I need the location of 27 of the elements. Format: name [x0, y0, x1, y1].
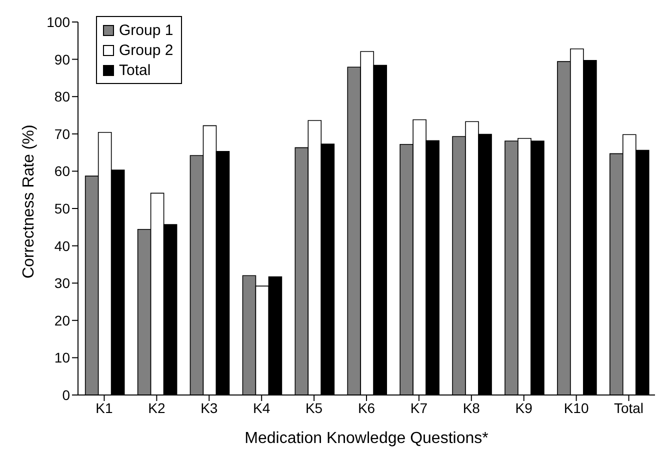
y-tick-label: 80 — [54, 88, 70, 105]
x-tick-label: K2 — [148, 400, 166, 416]
y-tick-label: 20 — [54, 312, 70, 328]
y-tick-label: 0 — [62, 386, 70, 403]
legend-label: Group 1 — [119, 22, 174, 38]
y-tick-label: 50 — [54, 200, 70, 216]
x-tick-label: K4 — [253, 400, 270, 416]
y-tick-label: 10 — [54, 350, 70, 366]
x-tick-label: K9 — [515, 400, 533, 416]
y-tick-label: 30 — [54, 275, 70, 292]
x-tick-label: K1 — [96, 400, 114, 416]
x-tick-label: K3 — [200, 400, 218, 416]
legend-label: Group 2 — [119, 42, 174, 58]
x-tick-label: K7 — [410, 400, 428, 416]
y-tick-label: 60 — [54, 163, 70, 180]
x-tick-label: Total — [614, 400, 644, 416]
legend-label: Total — [119, 62, 151, 78]
y-tick-label: 70 — [54, 126, 70, 142]
x-tick-label: K6 — [358, 400, 376, 416]
x-axis-title: Medication Knowledge Questions* — [244, 430, 488, 447]
x-tick-label: K10 — [564, 400, 589, 416]
y-tick-label: 90 — [54, 51, 70, 68]
y-tick-label: 100 — [46, 14, 70, 30]
y-tick-label: 40 — [54, 238, 70, 254]
x-tick-label: K8 — [462, 400, 480, 416]
x-tick-label: K5 — [305, 400, 323, 416]
y-axis-title: Correctness Rate (%) — [20, 124, 38, 278]
